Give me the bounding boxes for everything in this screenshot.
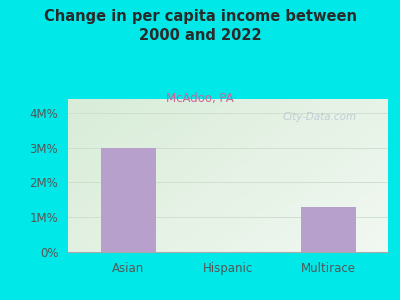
Bar: [100, 148, 156, 252]
Text: McAdoo, PA: McAdoo, PA: [166, 92, 234, 104]
Text: City-Data.com: City-Data.com: [282, 112, 356, 122]
Bar: [300, 207, 356, 252]
Text: Change in per capita income between
2000 and 2022: Change in per capita income between 2000…: [44, 9, 356, 43]
